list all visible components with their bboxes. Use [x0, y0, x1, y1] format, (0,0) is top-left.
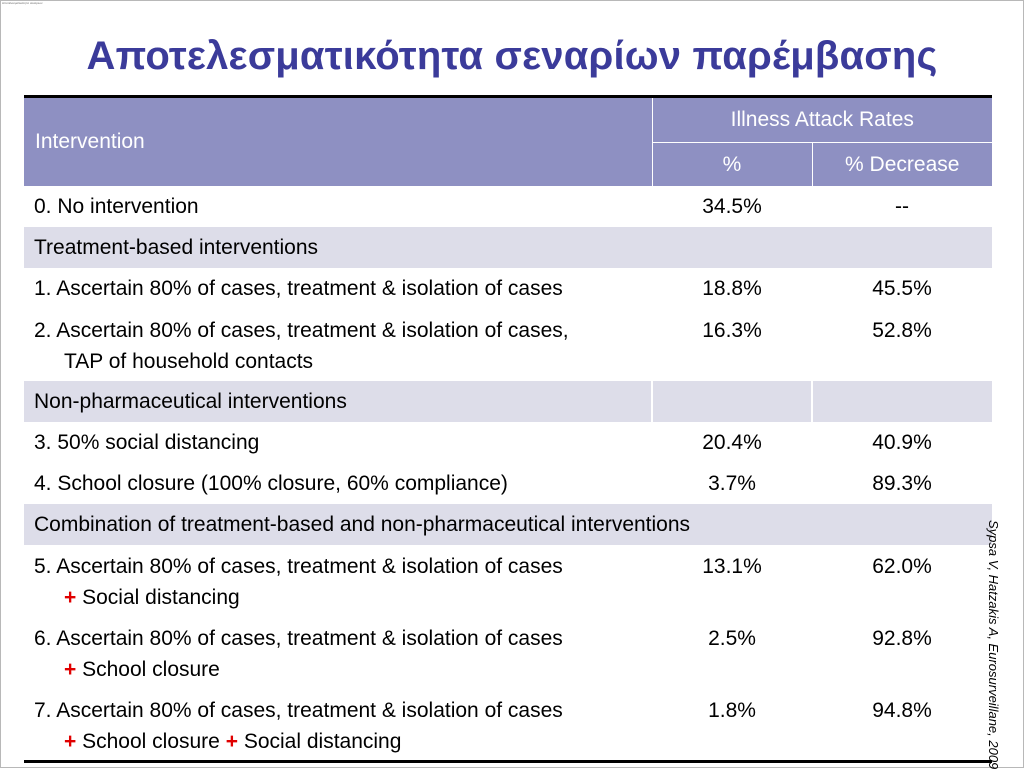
combined-measure: School closure [82, 730, 220, 753]
decrease-value: 62.0% [872, 555, 932, 578]
intervention-cell: 5. Ascertain 80% of cases, treatment & i… [24, 545, 652, 617]
section-row: Combination of treatment-based and non-p… [24, 504, 992, 545]
plus-sign: + [64, 658, 77, 681]
decrease-value: 40.9% [872, 431, 932, 454]
attack-rate-value: 20.4% [702, 431, 762, 454]
intervention-label: 0. No intervention [34, 195, 199, 218]
attack-rate-value: 13.1% [702, 555, 762, 578]
plus-sign: + [225, 730, 238, 753]
intervention-label: 3. 50% social distancing [34, 431, 260, 454]
section-label: Treatment-based interventions [24, 227, 992, 268]
table-header: Intervention Illness Attack Rates % % De… [24, 96, 992, 186]
decrease-value: 94.8% [872, 699, 932, 722]
slide-title: Αποτελεσματικότητα σεναρίων παρέμβασης [86, 34, 938, 78]
intervention-label: 2. Ascertain 80% of cases, treatment & i… [34, 319, 569, 342]
intervention-label: 7. Ascertain 80% of cases, treatment & i… [34, 699, 563, 722]
attack-rate-value: 16.3% [702, 319, 762, 342]
table-row: 1. Ascertain 80% of cases, treatment & i… [24, 268, 992, 309]
table-row: 7. Ascertain 80% of cases, treatment & i… [24, 689, 992, 761]
decrease-value: 89.3% [872, 472, 932, 495]
combined-measure: School closure [82, 658, 220, 681]
intervention-label-continuation: + School closure [34, 654, 652, 685]
intervention-label: 5. Ascertain 80% of cases, treatment & i… [34, 555, 563, 578]
header-percent: % [651, 142, 812, 186]
decrease-value: 45.5% [872, 277, 932, 300]
intervention-label-continuation: + School closure + Social distancing [34, 726, 652, 757]
combined-measure: Social distancing [82, 586, 240, 609]
source-citation: Sypsa V, Hatzakis A, Eurosurveillane, 20… [986, 520, 1001, 769]
combined-measure: Social distancing [243, 730, 402, 753]
table-row: 0. No intervention 34.5% -- [24, 186, 992, 227]
table-row: 6. Ascertain 80% of cases, treatment & i… [24, 617, 992, 689]
decrease-value: 52.8% [872, 319, 932, 342]
section-blank-cell [811, 381, 992, 422]
intervention-cell: 7. Ascertain 80% of cases, treatment & i… [24, 689, 652, 761]
plus-sign: + [64, 586, 77, 609]
table-row: 4. School closure (100% closure, 60% com… [24, 463, 992, 504]
section-row: Treatment-based interventions [24, 227, 992, 268]
interventions-table: Intervention Illness Attack Rates % % De… [24, 95, 992, 763]
attack-rate-value: 34.5% [702, 195, 762, 218]
intervention-label: 6. Ascertain 80% of cases, treatment & i… [34, 627, 563, 650]
header-percent-decrease: % Decrease [811, 142, 992, 186]
intervention-label: 1. Ascertain 80% of cases, treatment & i… [34, 277, 563, 300]
intervention-label-continuation: TAP of household contacts [64, 350, 314, 373]
decrease-value: -- [895, 195, 909, 218]
plus-sign: + [64, 730, 77, 753]
section-label: Non-pharmaceutical interventions [24, 381, 652, 422]
section-row: Non-pharmaceutical interventions [24, 381, 992, 422]
attack-rate-value: 18.8% [702, 277, 762, 300]
table-row: 2. Ascertain 80% of cases, treatment & i… [24, 309, 992, 381]
intervention-cell: 6. Ascertain 80% of cases, treatment & i… [24, 617, 652, 689]
intervention-label: 4. School closure (100% closure, 60% com… [34, 472, 508, 495]
table-row: 5. Ascertain 80% of cases, treatment & i… [24, 545, 992, 617]
table-row: 3. 50% social distancing 20.4% 40.9% [24, 422, 992, 463]
intervention-label-continuation: + Social distancing [34, 582, 652, 613]
intervention-cell: 2. Ascertain 80% of cases, treatment & i… [24, 309, 652, 381]
slide-thumbnail-label: Αποτελεσματικότητα σεναρίων [2, 2, 43, 5]
attack-rate-value: 2.5% [708, 627, 756, 650]
section-blank-cell [651, 381, 812, 422]
header-illness-attack-rates: Illness Attack Rates [651, 96, 992, 143]
attack-rate-value: 1.8% [708, 699, 756, 722]
decrease-value: 92.8% [872, 627, 932, 650]
attack-rate-value: 3.7% [708, 472, 756, 495]
header-intervention: Intervention [24, 96, 652, 186]
section-label: Combination of treatment-based and non-p… [24, 504, 992, 545]
